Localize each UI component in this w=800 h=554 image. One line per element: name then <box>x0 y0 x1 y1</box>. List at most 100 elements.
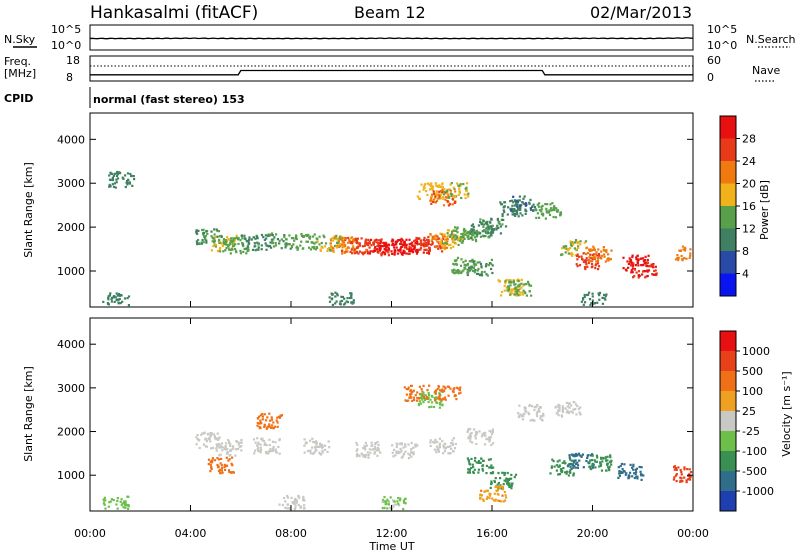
data-cell <box>446 237 449 241</box>
data-cell <box>680 477 683 480</box>
data-cell <box>423 242 426 245</box>
data-cell <box>273 425 277 428</box>
data-cell <box>256 248 259 251</box>
data-cell <box>481 469 484 472</box>
data-cell <box>323 236 326 239</box>
data-cell <box>293 499 296 502</box>
data-cell <box>478 274 482 277</box>
data-cell <box>331 293 334 296</box>
data-cell <box>558 464 561 467</box>
data-cell <box>214 245 218 248</box>
data-cell <box>630 271 633 274</box>
data-cell <box>257 446 260 449</box>
data-cell <box>598 291 602 294</box>
data-cell <box>560 415 564 418</box>
data-cell <box>392 455 395 458</box>
data-cell <box>413 244 416 247</box>
data-cell <box>591 295 594 298</box>
data-cell <box>271 440 274 443</box>
data-cell <box>212 245 215 248</box>
data-cell <box>598 298 601 301</box>
data-cell <box>236 238 240 241</box>
data-cell <box>198 446 201 450</box>
data-cell <box>400 449 403 452</box>
data-cell <box>237 236 240 240</box>
data-cell <box>566 249 569 252</box>
data-cell <box>606 455 609 458</box>
data-cell <box>490 234 493 237</box>
data-cell <box>679 469 682 472</box>
data-cell <box>544 217 547 220</box>
data-cell <box>479 218 482 221</box>
data-cell <box>600 250 603 253</box>
data-cell <box>440 192 444 195</box>
data-cell <box>481 433 484 436</box>
data-cell <box>248 242 251 245</box>
data-cell <box>224 249 227 252</box>
data-cell <box>467 428 470 431</box>
data-cell <box>363 251 366 255</box>
data-cell <box>102 502 105 505</box>
data-cell <box>605 293 608 296</box>
data-cell <box>597 259 600 262</box>
data-cell <box>517 280 520 283</box>
data-cell <box>207 463 210 466</box>
data-cell <box>229 443 232 446</box>
data-cell <box>210 466 213 469</box>
data-cell <box>618 474 621 477</box>
data-cell <box>570 462 573 465</box>
data-cell <box>608 465 611 468</box>
data-cell <box>618 470 621 473</box>
data-cell <box>334 291 337 294</box>
data-cell <box>512 201 515 204</box>
data-cell <box>435 190 438 193</box>
y-tick-label: 1000 <box>57 469 85 482</box>
data-cell <box>317 445 320 448</box>
data-cell <box>392 239 395 242</box>
data-cell <box>272 238 275 241</box>
data-cell <box>622 256 625 259</box>
data-cell <box>469 232 472 235</box>
data-cell <box>113 182 116 185</box>
data-cell <box>126 297 129 300</box>
data-cell <box>545 207 548 210</box>
data-cell <box>569 469 572 472</box>
power-data-cells <box>102 170 692 307</box>
data-cell <box>485 497 488 500</box>
data-cell <box>411 390 414 393</box>
data-cell <box>572 243 575 246</box>
data-cell <box>314 446 317 449</box>
data-cell <box>448 452 451 455</box>
data-cell <box>243 247 246 251</box>
data-cell <box>272 449 275 452</box>
data-cell <box>683 249 686 252</box>
data-cell <box>575 403 578 406</box>
data-cell <box>683 466 686 469</box>
data-cell <box>293 502 296 505</box>
data-cell <box>410 247 413 250</box>
data-cell <box>484 230 487 233</box>
data-cell <box>565 401 569 404</box>
data-cell <box>342 241 346 244</box>
data-cell <box>482 499 485 502</box>
data-cell <box>452 271 456 275</box>
data-cell <box>629 258 633 262</box>
data-cell <box>603 255 606 258</box>
data-cell <box>290 246 293 249</box>
data-cell <box>123 297 127 300</box>
data-cell <box>453 447 457 450</box>
data-cell <box>263 443 266 446</box>
data-cell <box>120 498 123 501</box>
data-cell <box>521 291 524 294</box>
data-cell <box>460 258 463 261</box>
data-cell <box>471 258 474 261</box>
data-cell <box>365 248 368 251</box>
data-cell <box>486 220 489 223</box>
data-cell <box>485 263 488 267</box>
data-cell <box>537 407 540 410</box>
data-cell <box>375 238 378 241</box>
data-cell <box>202 231 205 235</box>
data-cell <box>689 475 692 478</box>
data-cell <box>648 265 651 268</box>
